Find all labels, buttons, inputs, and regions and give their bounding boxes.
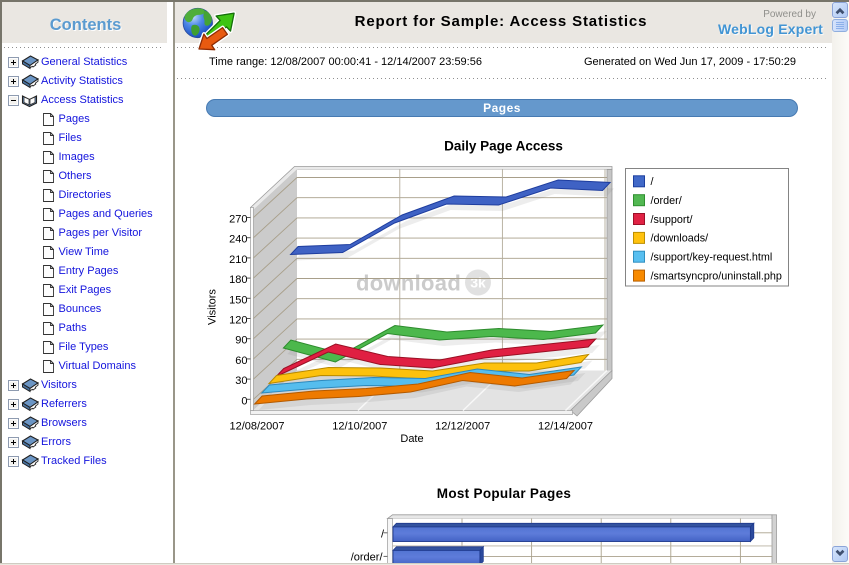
svg-text:/: / xyxy=(381,528,385,540)
svg-text:210: 210 xyxy=(229,254,247,266)
svg-text:150: 150 xyxy=(229,294,247,306)
svg-text:download: download xyxy=(356,271,461,296)
svg-text:/support/key-request.html: /support/key-request.html xyxy=(651,252,773,264)
svg-text:Visitors: Visitors xyxy=(207,289,219,325)
svg-text:/: / xyxy=(651,176,654,188)
svg-text:Date: Date xyxy=(400,433,423,445)
svg-text:240: 240 xyxy=(229,234,247,246)
svg-text:90: 90 xyxy=(235,335,247,347)
svg-text:3k: 3k xyxy=(470,275,486,291)
svg-text:12/10/2007: 12/10/2007 xyxy=(332,421,387,433)
svg-text:/order/: /order/ xyxy=(651,195,682,207)
svg-text:Daily Page Access: Daily Page Access xyxy=(444,139,563,154)
svg-text:12/14/2007: 12/14/2007 xyxy=(538,421,593,433)
svg-text:60: 60 xyxy=(235,355,247,367)
svg-text:180: 180 xyxy=(229,274,247,286)
svg-text:/support/: /support/ xyxy=(651,214,693,226)
svg-text:30: 30 xyxy=(235,375,247,387)
svg-text:/smartsyncpro/uninstall.php: /smartsyncpro/uninstall.php xyxy=(651,270,782,282)
svg-text:270: 270 xyxy=(229,214,247,226)
svg-text:120: 120 xyxy=(229,315,247,327)
svg-text:/downloads/: /downloads/ xyxy=(651,233,709,245)
svg-text:12/08/2007: 12/08/2007 xyxy=(229,421,284,433)
svg-text:0: 0 xyxy=(241,395,247,407)
svg-text:12/12/2007: 12/12/2007 xyxy=(435,421,490,433)
svg-text:/order/: /order/ xyxy=(351,552,384,564)
